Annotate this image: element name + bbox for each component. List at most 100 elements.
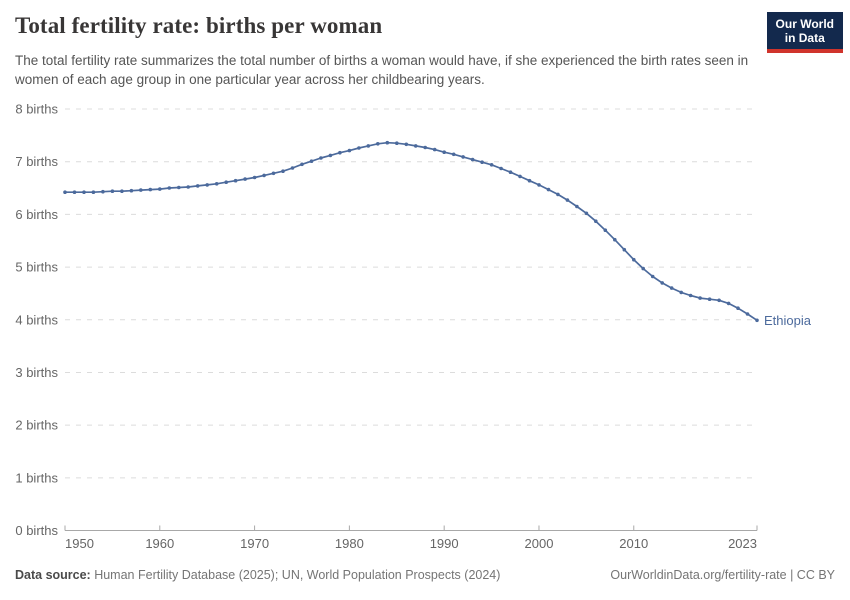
x-tick-label: 1990 — [430, 536, 459, 551]
data-point[interactable] — [442, 150, 447, 154]
data-point[interactable] — [243, 177, 247, 181]
data-point[interactable] — [489, 163, 494, 167]
x-tick-label: 2023 — [728, 536, 757, 551]
data-point[interactable] — [101, 189, 105, 194]
data-point[interactable] — [688, 293, 693, 298]
data-point[interactable] — [546, 187, 551, 192]
y-tick-label: 6 births — [15, 207, 58, 222]
data-point[interactable] — [641, 266, 645, 271]
data-point[interactable] — [736, 306, 740, 311]
x-tick-label: 1960 — [145, 536, 174, 551]
data-point[interactable] — [660, 281, 664, 285]
data-point[interactable] — [385, 140, 390, 145]
data-point[interactable] — [205, 183, 209, 187]
data-point[interactable] — [423, 145, 428, 150]
data-point[interactable] — [622, 247, 627, 252]
series-line[interactable] — [64, 141, 758, 322]
data-point[interactable] — [594, 219, 598, 223]
data-point[interactable] — [271, 171, 276, 176]
data-point[interactable] — [91, 190, 96, 194]
data-point[interactable] — [338, 150, 342, 155]
y-tick-label: 8 births — [15, 102, 58, 117]
data-point[interactable] — [413, 144, 418, 148]
chart-subtitle: The total fertility rate summarizes the … — [15, 53, 749, 88]
data-point[interactable] — [357, 146, 361, 150]
x-tick-label: 1980 — [335, 536, 364, 551]
data-point[interactable] — [290, 166, 295, 170]
page-title: Total fertility rate: births per woman — [15, 13, 383, 38]
data-point[interactable] — [461, 155, 465, 159]
data-point[interactable] — [281, 169, 285, 173]
data-point[interactable] — [139, 188, 143, 192]
data-point[interactable] — [186, 185, 190, 189]
data-point[interactable] — [679, 290, 683, 295]
data-point[interactable] — [451, 152, 456, 157]
data-point[interactable] — [745, 312, 750, 316]
data-point[interactable] — [556, 192, 560, 197]
data-point[interactable] — [518, 174, 522, 179]
data-point[interactable] — [177, 185, 181, 190]
data-point[interactable] — [347, 148, 352, 153]
data-point[interactable] — [120, 189, 124, 193]
data-point[interactable] — [527, 178, 532, 183]
data-point[interactable] — [262, 173, 266, 178]
data-point[interactable] — [537, 183, 541, 187]
y-tick-label: 3 births — [15, 365, 58, 380]
data-point[interactable] — [252, 175, 257, 180]
y-tick-label: 1 births — [15, 470, 58, 485]
data-point[interactable] — [158, 187, 162, 191]
data-point[interactable] — [195, 184, 200, 188]
data-point[interactable] — [233, 178, 238, 183]
data-point[interactable] — [309, 159, 314, 163]
data-point[interactable] — [480, 160, 484, 164]
x-tick-label: 1970 — [240, 536, 269, 551]
data-point[interactable] — [717, 298, 721, 303]
data-point[interactable] — [584, 211, 589, 216]
data-point[interactable] — [224, 180, 228, 184]
data-source-text: Human Fertility Database (2025); UN, Wor… — [90, 568, 501, 582]
data-point[interactable] — [167, 186, 172, 190]
data-point[interactable] — [72, 190, 77, 194]
x-tick-label: 2000 — [525, 536, 554, 551]
data-point[interactable] — [470, 157, 475, 162]
data-point[interactable] — [319, 156, 323, 160]
data-point[interactable] — [698, 296, 702, 300]
data-point[interactable] — [432, 147, 437, 152]
owid-logo-line1: Our World — [775, 17, 834, 31]
data-point[interactable] — [755, 318, 759, 323]
y-tick-label: 5 births — [15, 260, 58, 275]
x-tick-label: 1950 — [65, 536, 94, 551]
owid-logo-line2: in Data — [784, 31, 825, 45]
x-tick-label: 2010 — [619, 536, 648, 551]
data-point[interactable] — [148, 187, 153, 192]
data-point[interactable] — [669, 286, 674, 290]
data-point[interactable] — [366, 144, 371, 148]
data-point[interactable] — [395, 141, 399, 145]
data-point[interactable] — [404, 142, 409, 147]
data-source: Data source: Human Fertility Database (2… — [15, 568, 500, 582]
data-point[interactable] — [499, 166, 503, 171]
data-point[interactable] — [376, 142, 380, 146]
data-point[interactable] — [726, 301, 731, 306]
data-point[interactable] — [63, 190, 67, 194]
data-point[interactable] — [129, 188, 134, 193]
data-point[interactable] — [110, 189, 115, 193]
data-point[interactable] — [82, 190, 86, 194]
data-point[interactable] — [632, 257, 636, 262]
y-tick-label: 4 births — [15, 312, 58, 327]
owid-logo[interactable]: Our World in Data — [766, 12, 843, 53]
data-source-label: Data source: — [15, 568, 91, 582]
y-tick-label: 7 births — [15, 154, 58, 169]
data-point[interactable] — [565, 198, 570, 202]
data-point[interactable] — [650, 274, 655, 279]
data-point[interactable] — [603, 228, 608, 232]
data-point[interactable] — [707, 297, 712, 302]
data-point[interactable] — [214, 182, 219, 186]
data-point[interactable] — [575, 204, 579, 209]
data-point[interactable] — [328, 153, 333, 158]
data-point[interactable] — [613, 237, 617, 242]
attribution-link[interactable]: OurWorldinData.org/fertility-rate | CC B… — [610, 568, 835, 582]
data-point[interactable] — [508, 170, 513, 174]
data-point[interactable] — [300, 162, 304, 167]
